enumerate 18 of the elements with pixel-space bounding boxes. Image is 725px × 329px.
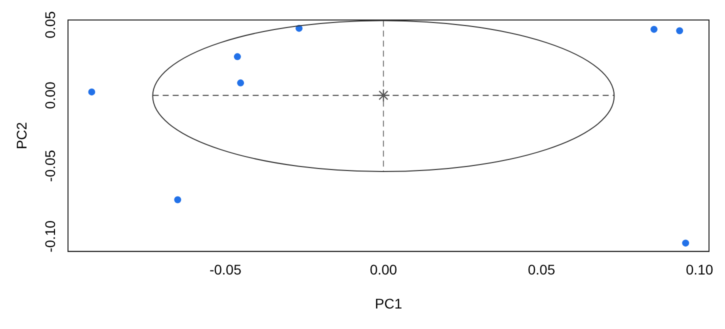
y-axis-title: PC2 <box>13 122 30 150</box>
x-tick-label: 0.05 <box>528 262 556 278</box>
y-tick-label: -0.10 <box>42 220 58 252</box>
y-tick-label: 0.00 <box>42 82 58 109</box>
point <box>650 26 658 33</box>
x-tick-label: 0.10 <box>686 262 714 278</box>
x-tick-label: 0.00 <box>370 262 398 278</box>
y-tick-label: 0.05 <box>42 10 58 38</box>
point <box>376 88 390 102</box>
point <box>234 53 241 60</box>
point <box>682 240 690 247</box>
x-axis-title: PC1 <box>374 295 402 312</box>
x-tick-label: -0.05 <box>209 262 242 278</box>
y-tick-label: -0.05 <box>42 150 58 182</box>
point <box>88 88 96 96</box>
point <box>676 27 684 34</box>
point <box>174 196 182 204</box>
point <box>237 79 244 86</box>
